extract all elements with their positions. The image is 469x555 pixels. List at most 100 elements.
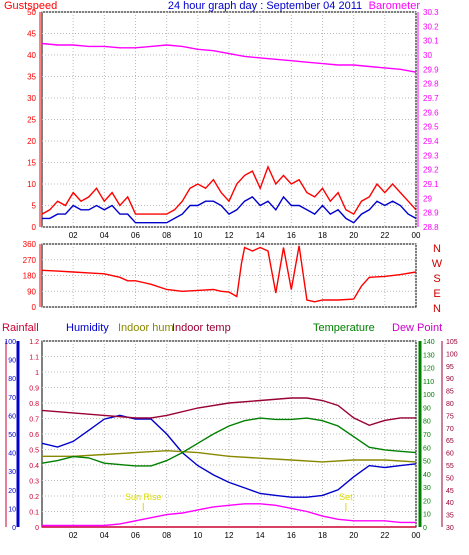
- x-tick-label: 02: [69, 531, 78, 540]
- y-tick-label: 80: [8, 376, 16, 383]
- y-tick-label: 45: [27, 30, 36, 39]
- series-label: Indoor hum: [118, 322, 174, 334]
- x-tick-label: 22: [380, 231, 389, 240]
- y-tick-label: 270: [23, 256, 37, 265]
- y-tick-label: 100: [423, 392, 435, 399]
- y-tick-label: 60: [446, 451, 454, 458]
- x-tick-label: 08: [162, 231, 171, 240]
- x-tick-label: 02: [69, 231, 78, 240]
- y-tick-label: 29.8: [423, 80, 439, 89]
- x-tick-label: 00: [412, 531, 421, 540]
- series-label: Dew Point: [392, 322, 442, 334]
- y-tick-label: 60: [8, 413, 16, 420]
- y-tick-label: 29.6: [423, 108, 439, 117]
- y-tick-label: 75: [446, 413, 454, 420]
- y-tick-label: 105: [446, 339, 458, 346]
- y-tick-label: 30.1: [423, 37, 439, 46]
- series-line-barometer: [41, 42, 417, 73]
- series-line-dew-point: [41, 397, 416, 427]
- y-tick-label: 0.7: [29, 417, 39, 424]
- x-tick-label: 22: [380, 531, 389, 540]
- y-tick-label: 30: [27, 94, 36, 103]
- y-tick-label: 5: [32, 202, 37, 211]
- y-tick-label: 40: [423, 472, 431, 479]
- y-tick-label: 28.8: [423, 223, 439, 232]
- series-label: Indoor temp: [172, 322, 231, 334]
- x-tick-label: 14: [256, 231, 265, 240]
- series-line-indoor-hum: [42, 449, 417, 463]
- y-tick-label: 29.9: [423, 65, 439, 74]
- y-tick-label: 25: [27, 116, 36, 125]
- wind-speed-panel: 0 5 10 15 20 25 30 35 40 45 50 28.8 28.9 29 29.1 29.2 29…: [27, 8, 439, 240]
- y-tick-label: 0.8: [29, 401, 39, 408]
- y-tick-label: 29.5: [423, 123, 439, 132]
- y-tick-label: 0.3: [29, 479, 39, 486]
- y-tick-label: 15: [27, 159, 36, 168]
- y-tick-label: 29.4: [423, 137, 439, 146]
- y-tick-label: 28.9: [423, 209, 439, 218]
- y-tick-label: 10: [8, 506, 16, 513]
- x-tick-label: 08: [162, 531, 171, 540]
- x-tick-label: 00: [412, 231, 421, 240]
- y-tick-label: 29: [423, 194, 432, 203]
- y-tick-label: 20: [8, 488, 16, 495]
- y-tick-label: 360: [23, 240, 37, 249]
- y-tick-label: 1: [35, 370, 39, 377]
- y-tick-label: 0: [35, 525, 39, 532]
- y-tick-label: 100: [446, 351, 458, 358]
- y-tick-label: 20: [27, 137, 36, 146]
- y-tick-label: 30.2: [423, 22, 439, 31]
- x-tick-label: 04: [100, 231, 109, 240]
- y-tick-label: 30: [446, 525, 454, 532]
- series-line-wind-direction: [41, 245, 417, 303]
- y-tick-label: 45: [446, 488, 454, 495]
- y-tick-label: 0.1: [29, 510, 39, 517]
- y-tick-label: 0.2: [29, 494, 39, 501]
- x-tick-label: 16: [287, 231, 296, 240]
- series-line-gustspeed: [41, 164, 417, 216]
- x-tick-label: 16: [287, 531, 296, 540]
- y-tick-label: 0.6: [29, 432, 39, 439]
- y-tick-label: 20: [423, 498, 431, 505]
- y-tick-label: 130: [423, 352, 435, 359]
- x-tick-label: 10: [193, 531, 202, 540]
- temperature-humidity-panel: 0 0.1 0.2 0.3 0.4 0.5 0.6 0.7 0.8 0.9 1 1.1 1.2 0 10 20…: [2, 322, 458, 540]
- y-tick-label: 85: [446, 389, 454, 396]
- y-tick-label: 40: [446, 500, 454, 507]
- y-tick-label: 29.1: [423, 180, 439, 189]
- series-line-temperature: [41, 417, 417, 467]
- x-tick-label: 10: [193, 231, 202, 240]
- y-tick-label: 70: [8, 395, 16, 402]
- y-tick-label: 30: [8, 469, 16, 476]
- x-tick-label: 04: [100, 531, 109, 540]
- x-tick-label: 06: [131, 531, 140, 540]
- y-tick-label: 10: [27, 180, 36, 189]
- y-tick-label: 70: [446, 426, 454, 433]
- y-tick-label: 0.4: [29, 463, 39, 470]
- y-tick-label: 30: [423, 485, 431, 492]
- y-tick-label: 29.3: [423, 151, 439, 160]
- y-tick-label: 35: [27, 73, 36, 82]
- y-tick-label: 55: [446, 463, 454, 470]
- y-tick-label: 110: [423, 379, 434, 386]
- y-tick-label: 0.9: [29, 386, 39, 393]
- y-tick-label: 50: [423, 459, 431, 466]
- x-tick-label: 20: [349, 231, 358, 240]
- y-tick-label: 35: [446, 513, 454, 520]
- y-tick-label: 120: [423, 366, 435, 373]
- x-tick-label: 20: [349, 531, 358, 540]
- y-tick-label: 65: [446, 438, 454, 445]
- y-tick-label: 40: [8, 451, 16, 458]
- y-tick-label: 0: [12, 525, 16, 532]
- y-tick-label: 29.7: [423, 94, 439, 103]
- series-label: Temperature: [313, 322, 375, 334]
- compass-label: N: [433, 303, 441, 315]
- y-tick-label: 60: [423, 445, 431, 452]
- y-tick-label: 50: [27, 8, 36, 17]
- y-tick-label: 80: [423, 419, 431, 426]
- y-tick-label: 0.5: [29, 448, 39, 455]
- y-tick-label: 10: [423, 512, 431, 519]
- y-tick-label: 1.1: [29, 355, 39, 362]
